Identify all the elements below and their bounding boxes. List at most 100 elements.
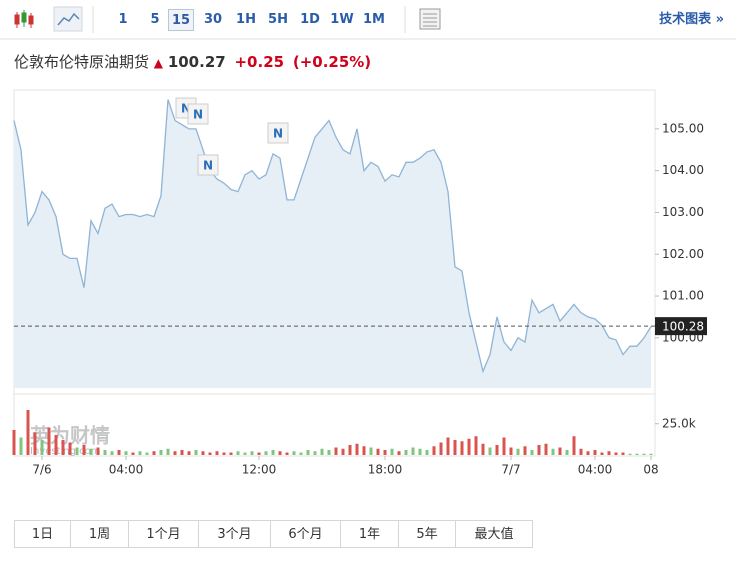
interval-button[interactable]: 1W — [330, 12, 354, 27]
x-tick-label: 7/6 — [32, 463, 51, 477]
x-tick-label: 12:00 — [242, 463, 277, 477]
volume-bar — [565, 450, 569, 455]
volume-bar — [390, 448, 394, 455]
price: 100.27 — [167, 53, 226, 71]
interval-button[interactable]: 1H — [236, 12, 256, 27]
volume-bar — [250, 451, 254, 455]
range-button[interactable]: 1周 — [70, 520, 129, 548]
volume-bar — [313, 451, 317, 455]
interval-button[interactable]: 15 — [168, 9, 194, 31]
volume-bar — [201, 451, 205, 455]
news-marker — [267, 122, 289, 144]
volume-bar — [488, 447, 492, 455]
volume-bar — [355, 443, 359, 455]
interval-button[interactable]: 5 — [150, 12, 160, 27]
news-marker-label: N — [181, 102, 191, 116]
line-icon[interactable] — [53, 6, 83, 32]
volume-bar — [47, 427, 51, 455]
volume-bar — [362, 446, 366, 455]
volume-bar — [593, 450, 597, 455]
volume-bar — [173, 451, 177, 455]
y-tick-label: 25.0k — [662, 416, 696, 430]
volume-bar — [404, 450, 408, 455]
volume-bar — [376, 448, 380, 455]
volume-bar — [131, 452, 135, 455]
volume-bar — [124, 451, 128, 455]
interval-button[interactable]: 1 — [118, 12, 128, 27]
volume-bar — [187, 451, 191, 455]
volume-bar — [285, 452, 289, 455]
range-button[interactable]: 1个月 — [128, 520, 199, 548]
volume-bar — [383, 450, 387, 455]
interval-button[interactable]: 1D — [300, 12, 320, 27]
volume-bar — [621, 452, 625, 455]
table-icon[interactable] — [419, 8, 441, 30]
volume-bar — [117, 450, 121, 455]
volume-bar — [229, 452, 233, 455]
volume-bar — [208, 452, 212, 455]
range-button[interactable]: 最大值 — [455, 520, 533, 548]
candle-icon[interactable] — [14, 10, 34, 28]
range-button[interactable]: 6个月 — [270, 520, 341, 548]
volume-bar — [327, 450, 331, 455]
volume-bar — [579, 448, 583, 455]
volume-bar — [103, 450, 107, 455]
volume-bar — [474, 436, 478, 455]
volume-bar — [341, 448, 345, 455]
volume-bar — [334, 447, 338, 455]
quote-header: 伦敦布伦特原油期货 ▲ 100.27 +0.25 (+0.25%) — [14, 52, 371, 73]
range-button[interactable]: 5年 — [398, 520, 456, 548]
volume-bar — [166, 448, 170, 455]
range-button[interactable]: 3个月 — [198, 520, 271, 548]
volume-bar — [530, 450, 534, 455]
volume-bar — [26, 410, 30, 455]
interval-button[interactable]: 1M — [363, 12, 385, 27]
volume-bar — [460, 441, 464, 455]
volume-bar — [236, 451, 240, 455]
volume-bar — [271, 450, 275, 455]
y-tick-label: 105.00 — [662, 121, 704, 135]
volume-bar — [369, 447, 373, 455]
range-button[interactable]: 1年 — [340, 520, 399, 548]
volume-bar — [586, 451, 590, 455]
volume-bar — [194, 450, 198, 455]
price-line — [13, 99, 652, 374]
volume-bar — [558, 447, 562, 455]
volume-bar — [523, 446, 527, 455]
x-tick-label: 04:00 — [109, 463, 144, 477]
volume-bar — [215, 451, 219, 455]
watermark: Investing.com — [30, 446, 101, 457]
last-price-tag — [655, 317, 707, 336]
y-tick-label: 102.00 — [662, 247, 704, 261]
volume-bar — [418, 448, 422, 455]
volume-bar — [439, 442, 443, 455]
volume-bar — [180, 450, 184, 455]
price-area — [14, 99, 651, 388]
y-tick-label: 101.00 — [662, 289, 704, 303]
interval-button[interactable]: 5H — [268, 12, 288, 27]
technical-chart-link[interactable]: 技术图表 » — [659, 12, 724, 27]
volume-bar — [96, 447, 100, 455]
interval-button[interactable]: 30 — [203, 12, 223, 27]
volume-bar — [40, 440, 44, 455]
volume-bar — [61, 440, 65, 455]
volume-bar — [278, 451, 282, 455]
volume-bar — [481, 443, 485, 455]
volume-bar — [19, 437, 23, 455]
volume-bar — [649, 453, 653, 455]
news-marker-label: N — [203, 159, 213, 173]
volume-bar — [75, 447, 79, 455]
volume-bar — [306, 450, 310, 455]
change: +0.25 — [234, 53, 285, 71]
volume-bar — [89, 448, 93, 455]
x-tick-label: 08 — [643, 463, 658, 477]
range-button[interactable]: 1日 — [14, 520, 71, 548]
volume-bar — [138, 451, 142, 455]
volume-bar — [222, 452, 226, 455]
volume-bar — [446, 437, 450, 455]
volume-bar — [516, 448, 520, 455]
volume-bar — [145, 452, 149, 455]
volume-bar — [82, 445, 86, 455]
volume-bar — [544, 443, 548, 455]
